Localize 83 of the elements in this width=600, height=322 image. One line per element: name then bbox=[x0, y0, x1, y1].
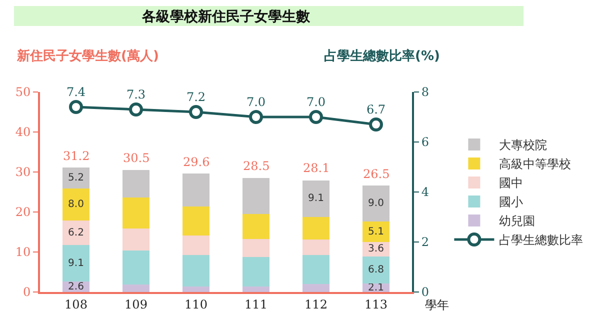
data-label: 7.2 bbox=[186, 90, 206, 104]
x-tick-label: 109 bbox=[124, 297, 148, 312]
total-label: 26.5 bbox=[363, 167, 390, 181]
point bbox=[309, 110, 323, 124]
total-label: 28.1 bbox=[303, 161, 330, 175]
y-axis-title: 新住民子女學生數(萬人) bbox=[16, 48, 159, 64]
y2-tick-label: 6 bbox=[421, 135, 430, 150]
legend-label: 幼兒園 bbox=[499, 214, 536, 228]
total-label: 30.5 bbox=[123, 151, 150, 165]
y2-tick-label: 8 bbox=[421, 85, 430, 100]
y2-axis-title: 占學生總數比率(%) bbox=[324, 48, 440, 64]
bar bbox=[122, 228, 150, 250]
y2-tick-label: 0 bbox=[421, 285, 430, 300]
data-label: 9.1 bbox=[308, 193, 324, 204]
data-label: 7.4 bbox=[66, 85, 86, 100]
bar bbox=[182, 236, 210, 255]
data-label: 7.0 bbox=[246, 95, 266, 110]
y-tick-label: 10 bbox=[15, 245, 31, 260]
y-tick-label: 20 bbox=[15, 205, 31, 220]
bar bbox=[182, 254, 210, 286]
bar bbox=[122, 284, 150, 292]
data-label: 6.2 bbox=[68, 227, 84, 238]
legend-label: 國中 bbox=[499, 176, 524, 190]
y-tick-label: 50 bbox=[15, 85, 31, 100]
data-label: 3.6 bbox=[368, 244, 384, 255]
bar bbox=[62, 220, 90, 246]
y2-tick-label: 4 bbox=[421, 185, 430, 200]
data-label: 9.1 bbox=[68, 258, 84, 269]
bar bbox=[62, 168, 90, 188]
legend-label: 高級中等學校 bbox=[499, 157, 572, 172]
total-label: 28.5 bbox=[243, 159, 270, 173]
point bbox=[369, 118, 383, 132]
point bbox=[189, 105, 203, 119]
y-tick-label: 40 bbox=[15, 125, 31, 140]
x-tick-label: 110 bbox=[184, 297, 208, 312]
bar bbox=[302, 180, 330, 217]
bar bbox=[62, 245, 90, 282]
point bbox=[69, 100, 83, 114]
point bbox=[129, 102, 143, 116]
bar bbox=[122, 198, 150, 228]
x-tick-label: 108 bbox=[64, 297, 88, 312]
bar bbox=[362, 186, 390, 222]
bar bbox=[302, 254, 330, 284]
point bbox=[249, 110, 263, 124]
legend-label: 國小 bbox=[499, 195, 524, 210]
bar bbox=[122, 250, 150, 284]
data-label: 9.0 bbox=[368, 198, 384, 210]
bar bbox=[122, 170, 150, 198]
bar bbox=[302, 284, 330, 292]
y2-tick-label: 2 bbox=[421, 235, 430, 250]
bar bbox=[242, 214, 270, 240]
bar bbox=[302, 240, 330, 255]
data-label: 5.1 bbox=[368, 226, 384, 238]
bar bbox=[362, 222, 390, 242]
bar bbox=[182, 286, 210, 292]
data-label: 6.8 bbox=[368, 264, 384, 276]
bar bbox=[242, 257, 270, 286]
legend-label: 占學生總數比率 bbox=[499, 233, 584, 248]
data-label: 5.2 bbox=[68, 172, 84, 184]
bar bbox=[62, 188, 90, 220]
data-label: 7.3 bbox=[126, 88, 146, 102]
data-label: 2.6 bbox=[68, 281, 84, 292]
bar bbox=[362, 256, 390, 284]
chart-title: 各級學校新住民子女學生數 bbox=[141, 8, 311, 25]
y-tick-label: 30 bbox=[15, 165, 31, 180]
data-label: 6.7 bbox=[366, 102, 386, 117]
bar bbox=[302, 216, 330, 240]
x-tick-label: 113 bbox=[364, 297, 388, 312]
x-tick-label: 111 bbox=[244, 297, 268, 312]
x-axis-title: 學年 bbox=[425, 298, 449, 312]
legend-label: 大專校院 bbox=[499, 138, 548, 152]
bar bbox=[242, 178, 270, 214]
data-label: 7.0 bbox=[306, 95, 326, 110]
data-label: 8.0 bbox=[68, 198, 84, 210]
bar bbox=[242, 286, 270, 292]
bar bbox=[182, 206, 210, 236]
total-label: 31.2 bbox=[63, 149, 90, 163]
data-label: 2.1 bbox=[368, 282, 384, 294]
x-tick-label: 112 bbox=[304, 297, 328, 312]
bar bbox=[182, 174, 210, 206]
bar bbox=[242, 239, 270, 258]
y-tick-label: 0 bbox=[22, 285, 31, 300]
total-label: 29.6 bbox=[183, 155, 210, 169]
